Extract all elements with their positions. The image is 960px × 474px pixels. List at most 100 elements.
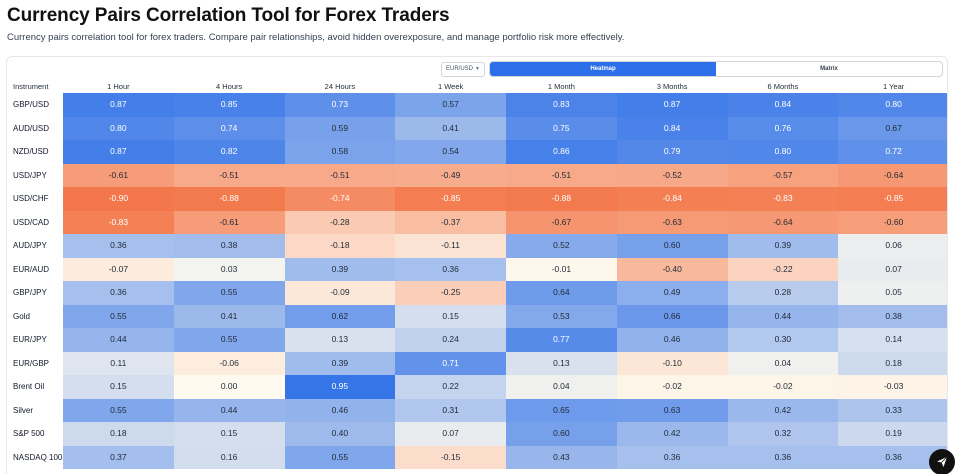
correlation-cell[interactable]: 0.64 [506, 281, 617, 305]
correlation-cell[interactable]: 0.55 [173, 328, 285, 352]
correlation-cell[interactable]: 0.36 [395, 257, 506, 281]
correlation-cell[interactable]: 0.65 [506, 398, 617, 422]
correlation-cell[interactable]: 0.16 [173, 445, 285, 469]
correlation-cell[interactable]: -0.06 [173, 351, 285, 375]
correlation-cell[interactable]: -0.51 [284, 163, 396, 187]
correlation-cell[interactable]: 0.87 [63, 140, 174, 164]
correlation-cell[interactable]: 0.30 [727, 328, 839, 352]
correlation-cell[interactable]: 0.55 [63, 304, 174, 328]
correlation-cell[interactable]: -0.64 [727, 210, 839, 234]
correlation-cell[interactable]: 0.36 [838, 445, 947, 469]
correlation-cell[interactable]: -0.60 [838, 210, 947, 234]
correlation-cell[interactable]: 0.72 [838, 140, 947, 164]
correlation-cell[interactable]: 0.63 [616, 398, 728, 422]
correlation-cell[interactable]: 0.44 [63, 328, 174, 352]
correlation-cell[interactable]: 0.46 [284, 398, 396, 422]
correlation-cell[interactable]: 0.55 [63, 398, 174, 422]
correlation-cell[interactable]: 0.49 [616, 281, 728, 305]
correlation-cell[interactable]: 0.36 [616, 445, 728, 469]
correlation-cell[interactable]: -0.28 [284, 210, 396, 234]
correlation-cell[interactable]: -0.52 [616, 163, 728, 187]
correlation-cell[interactable]: 0.66 [616, 304, 728, 328]
correlation-cell[interactable]: -0.51 [506, 163, 617, 187]
correlation-cell[interactable]: 0.76 [727, 116, 839, 140]
correlation-cell[interactable]: 0.07 [395, 422, 506, 446]
correlation-cell[interactable]: 0.53 [506, 304, 617, 328]
correlation-cell[interactable]: 0.36 [727, 445, 839, 469]
correlation-cell[interactable]: 0.03 [173, 257, 285, 281]
correlation-cell[interactable]: 0.41 [173, 304, 285, 328]
correlation-cell[interactable]: 0.19 [838, 422, 947, 446]
correlation-cell[interactable]: 0.28 [727, 281, 839, 305]
correlation-cell[interactable]: 0.75 [506, 116, 617, 140]
correlation-cell[interactable]: 0.73 [284, 93, 396, 117]
correlation-cell[interactable]: -0.02 [616, 375, 728, 399]
correlation-cell[interactable]: 0.00 [173, 375, 285, 399]
correlation-cell[interactable]: 0.84 [616, 116, 728, 140]
correlation-cell[interactable]: 0.39 [284, 257, 396, 281]
correlation-cell[interactable]: -0.57 [727, 163, 839, 187]
correlation-cell[interactable]: -0.22 [727, 257, 839, 281]
correlation-cell[interactable]: 0.55 [284, 445, 396, 469]
correlation-cell[interactable]: 0.39 [284, 351, 396, 375]
correlation-cell[interactable]: -0.10 [616, 351, 728, 375]
correlation-cell[interactable]: 0.39 [727, 234, 839, 258]
correlation-cell[interactable]: 0.58 [284, 140, 396, 164]
correlation-cell[interactable]: 0.86 [506, 140, 617, 164]
correlation-cell[interactable]: 0.05 [838, 281, 947, 305]
correlation-cell[interactable]: 0.38 [838, 304, 947, 328]
correlation-cell[interactable]: -0.09 [284, 281, 396, 305]
correlation-cell[interactable]: -0.02 [727, 375, 839, 399]
correlation-cell[interactable]: 0.18 [838, 351, 947, 375]
correlation-cell[interactable]: 0.52 [506, 234, 617, 258]
correlation-cell[interactable]: 0.84 [727, 93, 839, 117]
tab-matrix[interactable]: Matrix [820, 66, 838, 72]
correlation-cell[interactable]: -0.03 [838, 375, 947, 399]
correlation-cell[interactable]: 0.37 [63, 445, 174, 469]
correlation-cell[interactable]: -0.90 [63, 187, 174, 211]
correlation-cell[interactable]: 0.44 [727, 304, 839, 328]
correlation-cell[interactable]: 0.38 [173, 234, 285, 258]
correlation-cell[interactable]: -0.61 [173, 210, 285, 234]
correlation-cell[interactable]: 0.15 [173, 422, 285, 446]
correlation-cell[interactable]: -0.11 [395, 234, 506, 258]
correlation-cell[interactable]: -0.07 [63, 257, 174, 281]
correlation-cell[interactable]: -0.83 [63, 210, 174, 234]
send-button[interactable] [929, 449, 955, 474]
correlation-cell[interactable]: 0.36 [63, 281, 174, 305]
correlation-cell[interactable]: 0.32 [727, 422, 839, 446]
correlation-cell[interactable]: 0.06 [838, 234, 947, 258]
correlation-cell[interactable]: 0.24 [395, 328, 506, 352]
correlation-cell[interactable]: -0.85 [838, 187, 947, 211]
correlation-cell[interactable]: 0.07 [838, 257, 947, 281]
correlation-cell[interactable]: 0.59 [284, 116, 396, 140]
correlation-cell[interactable]: 0.71 [395, 351, 506, 375]
correlation-cell[interactable]: 0.77 [506, 328, 617, 352]
correlation-cell[interactable]: 0.74 [173, 116, 285, 140]
correlation-cell[interactable]: 0.42 [616, 422, 728, 446]
correlation-cell[interactable]: -0.84 [616, 187, 728, 211]
correlation-cell[interactable]: 0.87 [63, 93, 174, 117]
correlation-cell[interactable]: 0.54 [395, 140, 506, 164]
correlation-cell[interactable]: -0.67 [506, 210, 617, 234]
correlation-cell[interactable]: -0.83 [727, 187, 839, 211]
correlation-cell[interactable]: -0.01 [506, 257, 617, 281]
correlation-cell[interactable]: -0.64 [838, 163, 947, 187]
correlation-cell[interactable]: 0.42 [727, 398, 839, 422]
correlation-cell[interactable]: 0.60 [506, 422, 617, 446]
correlation-cell[interactable]: -0.74 [284, 187, 396, 211]
correlation-cell[interactable]: 0.43 [506, 445, 617, 469]
correlation-cell[interactable]: -0.49 [395, 163, 506, 187]
correlation-cell[interactable]: 0.55 [173, 281, 285, 305]
correlation-cell[interactable]: 0.22 [395, 375, 506, 399]
correlation-cell[interactable]: -0.88 [506, 187, 617, 211]
correlation-cell[interactable]: 0.14 [838, 328, 947, 352]
correlation-cell[interactable]: 0.79 [616, 140, 728, 164]
correlation-cell[interactable]: -0.18 [284, 234, 396, 258]
correlation-cell[interactable]: 0.67 [838, 116, 947, 140]
correlation-cell[interactable]: 0.33 [838, 398, 947, 422]
correlation-cell[interactable]: -0.40 [616, 257, 728, 281]
correlation-cell[interactable]: 0.85 [173, 93, 285, 117]
correlation-cell[interactable]: -0.15 [395, 445, 506, 469]
correlation-cell[interactable]: 0.13 [284, 328, 396, 352]
